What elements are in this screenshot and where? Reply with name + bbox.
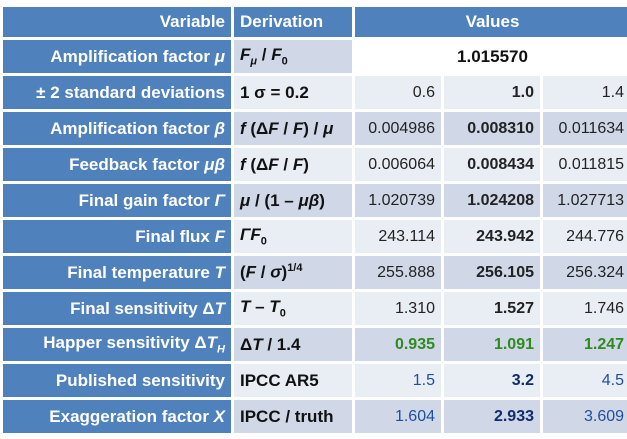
table-row: Exaggeration factor X IPCC / truth 1.604… [3, 400, 627, 433]
value-low: 243.114 [355, 220, 441, 253]
value-low: 1.604 [355, 400, 441, 433]
row-label: Feedback factor μβ [3, 148, 231, 181]
row-label: Amplification factor μ [3, 40, 231, 73]
value-mid: 0.008434 [444, 148, 540, 181]
row-derivation: (F / σ)1/4 [234, 256, 352, 289]
value-mid: 1.024208 [444, 184, 540, 217]
value-mid: 1.527 [444, 292, 540, 325]
header-values: Values [355, 7, 627, 37]
value-high: 1.746 [543, 292, 627, 325]
row-label: Happer sensitivity ΔTH [3, 328, 231, 361]
row-derivation: 1 σ = 0.2 [234, 76, 352, 109]
value-low: 0.6 [355, 76, 441, 109]
value-low: 1.5 [355, 364, 441, 397]
value-low: 1.310 [355, 292, 441, 325]
table-row: Final gain factor Γ μ / (1 – μβ) 1.02073… [3, 184, 627, 217]
row-derivation: Fμ / F0 [234, 40, 352, 73]
value-high: 4.5 [543, 364, 627, 397]
row-label: Amplification factor β [3, 112, 231, 145]
row-label: Final temperature T [3, 256, 231, 289]
table-row: Final temperature T (F / σ)1/4 255.888 2… [3, 256, 627, 289]
value-mid: 2.933 [444, 400, 540, 433]
row-derivation: T – T0 [234, 292, 352, 325]
header-derivation: Derivation [234, 7, 352, 37]
row-derivation: f (ΔF / F) [234, 148, 352, 181]
value-low: 1.020739 [355, 184, 441, 217]
table-row: Happer sensitivity ΔTH ΔT / 1.4 0.935 1.… [3, 328, 627, 361]
value-mid: 256.105 [444, 256, 540, 289]
row-derivation: μ / (1 – μβ) [234, 184, 352, 217]
row-derivation: ΓF0 [234, 220, 352, 253]
value-mid: 0.008310 [444, 112, 540, 145]
value-high: 244.776 [543, 220, 627, 253]
value-high: 0.011634 [543, 112, 627, 145]
header-variable: Variable [3, 7, 231, 37]
value-high: 1.4 [543, 76, 627, 109]
row-derivation: IPCC / truth [234, 400, 352, 433]
table-row: Amplification factor β f (ΔF / F) / μ 0.… [3, 112, 627, 145]
row-label: Exaggeration factor X [3, 400, 231, 433]
table-row: Final flux F ΓF0 243.114 243.942 244.776 [3, 220, 627, 253]
value-high: 1.247 [543, 328, 627, 361]
sensitivity-table: Variable Derivation Values Amplification… [0, 4, 627, 436]
value-low: 0.004986 [355, 112, 441, 145]
row-label: ± 2 standard deviations [3, 76, 231, 109]
table-row: ± 2 standard deviations 1 σ = 0.2 0.6 1.… [3, 76, 627, 109]
value-high: 1.027713 [543, 184, 627, 217]
header-row: Variable Derivation Values [3, 7, 627, 37]
table-row: Feedback factor μβ f (ΔF / F) 0.006064 0… [3, 148, 627, 181]
row-label: Final sensitivity ΔT [3, 292, 231, 325]
row-derivation: ΔT / 1.4 [234, 328, 352, 361]
table-row: Final sensitivity ΔT T – T0 1.310 1.527 … [3, 292, 627, 325]
value-mid: 1.091 [444, 328, 540, 361]
table-row: Amplification factor μ Fμ / F0 1.015570 [3, 40, 627, 73]
row-label: Final gain factor Γ [3, 184, 231, 217]
value-high: 3.609 [543, 400, 627, 433]
value-high: 256.324 [543, 256, 627, 289]
row-derivation: f (ΔF / F) / μ [234, 112, 352, 145]
value-low: 0.006064 [355, 148, 441, 181]
row-label: Final flux F [3, 220, 231, 253]
value-mid: 3.2 [444, 364, 540, 397]
value-mid: 243.942 [444, 220, 540, 253]
value-high: 0.011815 [543, 148, 627, 181]
value-low: 0.935 [355, 328, 441, 361]
value-low: 255.888 [355, 256, 441, 289]
table-row: Published sensitivity IPCC AR5 1.5 3.2 4… [3, 364, 627, 397]
row-label: Published sensitivity [3, 364, 231, 397]
row-derivation: IPCC AR5 [234, 364, 352, 397]
value-mid: 1.0 [444, 76, 540, 109]
value-single: 1.015570 [457, 46, 528, 66]
